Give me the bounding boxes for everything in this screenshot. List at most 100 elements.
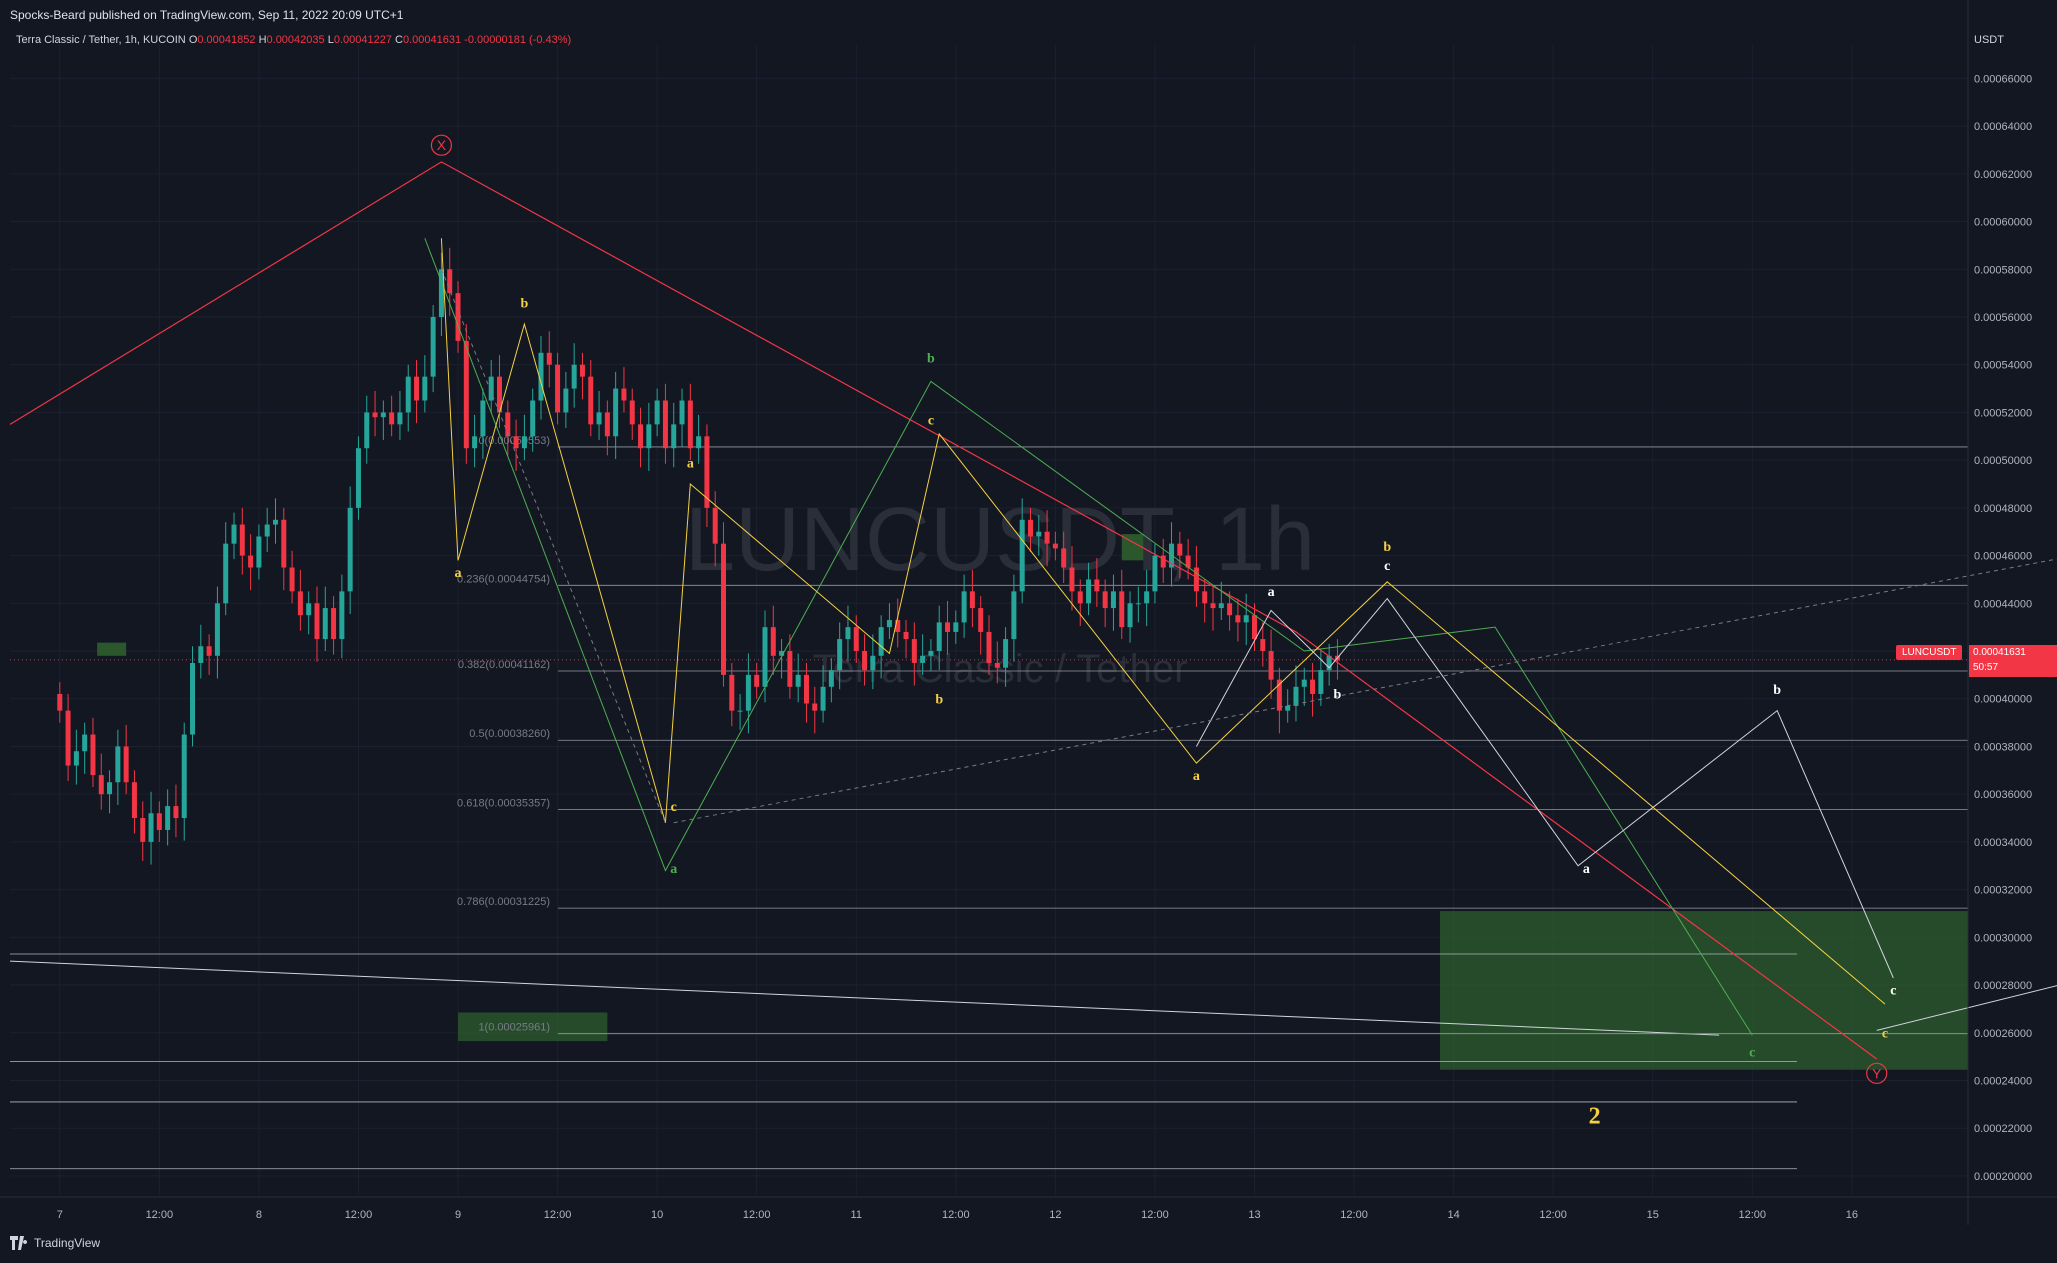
y-tick-label: 0.00062000 bbox=[1974, 169, 2032, 181]
candle-body bbox=[579, 364, 585, 377]
candle-body bbox=[115, 746, 121, 783]
x-tick-label: 10 bbox=[651, 1209, 663, 1221]
wave-lines bbox=[9, 161, 2057, 1060]
wave-y-marker-text: Y bbox=[1872, 1065, 1882, 1081]
watermark-name: Terra Classic / Tether bbox=[813, 647, 1188, 691]
candle-body bbox=[140, 818, 146, 842]
white-projection-wave-tail bbox=[1876, 985, 2057, 1031]
y-tick-label: 0.00050000 bbox=[1974, 455, 2032, 467]
footer-brand[interactable]: TradingView bbox=[10, 1236, 100, 1250]
y-tick-label: 0.00024000 bbox=[1974, 1075, 2032, 1087]
candle-body bbox=[1285, 705, 1291, 711]
candle-body bbox=[256, 536, 262, 568]
candle-body bbox=[364, 412, 370, 449]
x-tick-label: 7 bbox=[57, 1209, 63, 1221]
y-tick-label: 0.00056000 bbox=[1974, 312, 2032, 324]
candle-body bbox=[629, 400, 635, 425]
tradingview-logo-icon bbox=[10, 1236, 28, 1250]
watermark-ticker: LUNCUSDT, 1h bbox=[685, 490, 1315, 590]
candle-body bbox=[654, 400, 660, 425]
candle-body bbox=[264, 524, 270, 537]
wave-label: c bbox=[1384, 559, 1390, 574]
candle-body bbox=[721, 543, 727, 675]
candle-body bbox=[696, 436, 702, 449]
candle-body bbox=[1135, 603, 1141, 605]
candle-body bbox=[588, 376, 594, 425]
candle-body bbox=[206, 646, 212, 656]
candle-body bbox=[1110, 591, 1116, 609]
candle-body bbox=[1152, 555, 1158, 592]
wave-label: b bbox=[1334, 688, 1342, 703]
candle-body bbox=[1102, 591, 1108, 609]
candle-body bbox=[1177, 543, 1183, 556]
candle-body bbox=[1235, 615, 1241, 623]
dashed-connector bbox=[440, 269, 666, 823]
candle-body bbox=[1011, 591, 1017, 640]
candle-body bbox=[1019, 519, 1025, 592]
candle-body bbox=[1027, 519, 1033, 537]
candle-body bbox=[671, 424, 677, 449]
symbol-legend: Terra Classic / Tether, 1h, KUCOIN O0.00… bbox=[16, 34, 571, 46]
candle-body bbox=[380, 412, 386, 418]
target-zones bbox=[97, 534, 1968, 1070]
publish-header: Spocks-Beard published on TradingView.co… bbox=[10, 8, 404, 22]
candle-body bbox=[447, 269, 453, 294]
trend-line bbox=[9, 960, 1720, 1036]
candle-body bbox=[430, 316, 436, 377]
candle-body bbox=[73, 751, 79, 766]
candle-body bbox=[107, 782, 113, 795]
y-tick-label: 0.00040000 bbox=[1974, 694, 2032, 706]
candle-body bbox=[1310, 679, 1316, 694]
y-tick-label: 0.00066000 bbox=[1974, 73, 2032, 85]
candle-body bbox=[389, 412, 395, 425]
candle-body bbox=[1326, 655, 1332, 671]
candle-body bbox=[397, 412, 403, 425]
candle-body bbox=[679, 400, 685, 425]
candle-body bbox=[339, 591, 345, 640]
target-zone bbox=[1440, 911, 1968, 1070]
fib-level-label: 0.786(0.00031225) bbox=[457, 896, 550, 908]
x-tick-label: 16 bbox=[1846, 1209, 1858, 1221]
current-price-ticker-tag: LUNCUSDT bbox=[1896, 645, 1963, 660]
candle-body bbox=[546, 352, 552, 365]
candle-body bbox=[82, 734, 88, 752]
candle-body bbox=[555, 364, 561, 413]
wave-label: c bbox=[1749, 1046, 1755, 1061]
candle-body bbox=[57, 693, 63, 711]
candle-body bbox=[613, 388, 619, 437]
candle-body bbox=[488, 376, 494, 401]
x-tick-label: 13 bbox=[1248, 1209, 1260, 1221]
candle-body bbox=[156, 813, 162, 830]
current-price-box: 0.00041631 50:57 bbox=[1969, 645, 2057, 677]
symbol-name: Terra Classic / Tether, 1h, KUCOIN bbox=[16, 34, 186, 46]
wxy-red-wave bbox=[9, 161, 1878, 1060]
y-tick-label: 0.00020000 bbox=[1974, 1171, 2032, 1183]
candle-body bbox=[497, 376, 502, 413]
candle-body bbox=[530, 400, 536, 437]
candle-body bbox=[1086, 579, 1092, 604]
candle-body bbox=[820, 686, 826, 711]
y-tick-label: 0.00028000 bbox=[1974, 980, 2032, 992]
wave-label: c bbox=[671, 800, 677, 815]
white-projection-wave bbox=[1195, 597, 1894, 979]
candle-body bbox=[355, 448, 361, 508]
candle-body bbox=[231, 524, 237, 544]
candle-body bbox=[306, 603, 312, 616]
candle-body bbox=[770, 627, 776, 656]
candle-body bbox=[181, 734, 187, 819]
candle-body bbox=[297, 591, 303, 616]
candle-body bbox=[165, 806, 171, 830]
open-label: O bbox=[188, 34, 198, 46]
candle-body bbox=[538, 352, 544, 401]
candle-body bbox=[1061, 548, 1067, 568]
candle-body bbox=[862, 651, 868, 671]
fib-level-label: 1(0.00025961) bbox=[478, 1022, 550, 1034]
candle-body bbox=[372, 412, 378, 418]
x-tick-label: 9 bbox=[455, 1209, 461, 1221]
candle-body bbox=[148, 813, 154, 842]
candle-body bbox=[928, 651, 934, 656]
x-tick-label: 14 bbox=[1447, 1209, 1459, 1221]
close-label: C bbox=[395, 34, 403, 46]
candle-body bbox=[994, 662, 1000, 668]
